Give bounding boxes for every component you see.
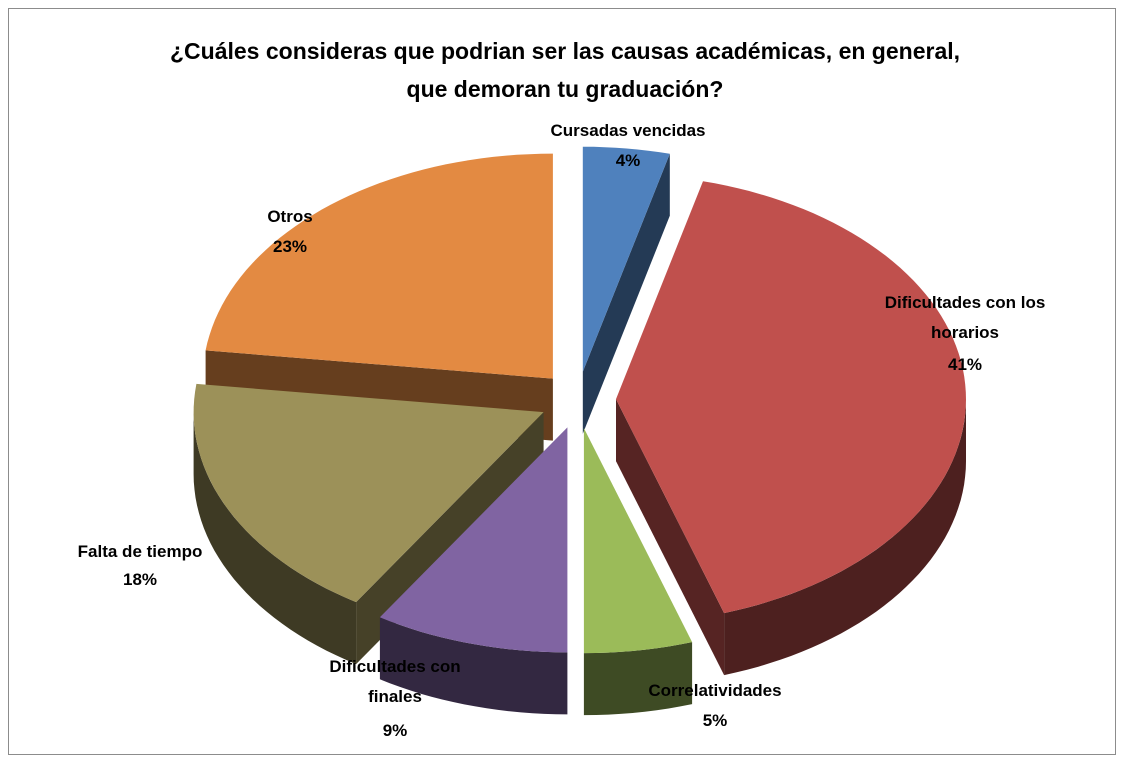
- slice-wall: [193, 412, 357, 665]
- slice: [583, 428, 693, 654]
- slice: [205, 153, 553, 379]
- slice: [379, 427, 568, 653]
- value-label: 4%: [615, 151, 641, 170]
- chart-title: ¿Cuáles consideras que podrian ser las c…: [169, 38, 961, 102]
- slice: [193, 383, 544, 603]
- value-label: 41%: [947, 355, 983, 374]
- category-label: Dificultades con finales: [329, 657, 461, 706]
- value-label: 9%: [382, 721, 408, 740]
- value-label: 5%: [702, 711, 728, 730]
- category-label: Cursadas vencidas: [550, 121, 706, 140]
- category-label: Otros: [267, 207, 313, 226]
- slice-wall: [379, 617, 568, 715]
- slice-wall: [724, 399, 966, 676]
- category-label: Falta de tiempo: [77, 542, 203, 561]
- slice-wall: [583, 642, 693, 716]
- value-label: 23%: [272, 237, 308, 256]
- chart-frame: [8, 8, 1116, 755]
- slice: [616, 181, 966, 614]
- value-label: 18%: [122, 570, 158, 589]
- category-label: Correlatividades: [648, 681, 782, 700]
- slice-side: [616, 399, 725, 676]
- category-label: Dificultades con los horarios: [884, 293, 1046, 342]
- slice-side: [582, 153, 670, 434]
- slice: [582, 146, 670, 372]
